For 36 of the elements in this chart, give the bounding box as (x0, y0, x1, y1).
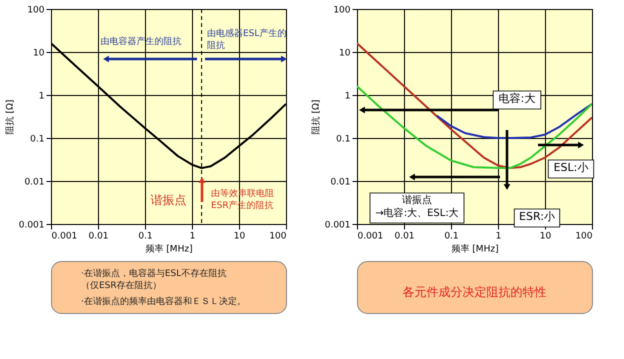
y-tick-label: 10 (339, 48, 351, 58)
x-tick-label: 100 (575, 232, 593, 242)
x-tick-label: 0.001 (52, 232, 78, 242)
annotation: ESR:小 (519, 210, 555, 223)
text: 各元件成分决定阻抗的特性 (402, 285, 546, 299)
annotation: 电容:大 (498, 92, 536, 105)
text: ·在谐振点的频率由电容器和ＥＳＬ决定。 (81, 296, 246, 307)
x-tick-label: 0.001 (358, 232, 384, 242)
y-tick-label: 100 (333, 6, 351, 16)
x-tick-label: 10 (234, 232, 246, 242)
x-axis-title: 频率 [MHz] (145, 244, 193, 254)
x-tick-label: 0.1 (444, 232, 459, 242)
text: ·在谐振点，电容器与ESL不存在阻抗（仅ESR存在阻抗） (81, 268, 226, 291)
annotation: ESL:小 (554, 161, 588, 174)
x-tick-label: 100 (269, 232, 287, 242)
y-tick-label: 10 (33, 48, 45, 58)
annotation: 谐振点→电容:大、ESL:大 (375, 194, 459, 219)
y-axis-title: 阻抗 [Ω] (310, 100, 322, 134)
x-tick-label: 1 (190, 232, 196, 242)
y-tick-label: 0.01 (24, 178, 44, 188)
x-tick-label: 1 (496, 232, 502, 242)
y-tick-label: 0.001 (324, 220, 350, 230)
y-tick-label: 1 (344, 92, 350, 102)
y-tick-label: 0.1 (336, 134, 350, 144)
y-tick-label: 100 (27, 6, 45, 16)
x-tick-label: 0.01 (394, 232, 415, 242)
x-tick-label: 0.01 (88, 232, 109, 242)
x-tick-label: 0.1 (138, 232, 153, 242)
y-tick-label: 0.001 (18, 220, 44, 230)
x-axis-title: 频率 [MHz] (451, 244, 499, 254)
annotation: 谐振点 (150, 193, 187, 208)
x-tick-label: 10 (540, 232, 552, 242)
y-tick-label: 1 (38, 92, 44, 102)
y-axis-title: 阻抗 [Ω] (4, 100, 16, 134)
y-tick-label: 0.1 (30, 134, 44, 144)
y-tick-label: 0.01 (330, 178, 350, 188)
